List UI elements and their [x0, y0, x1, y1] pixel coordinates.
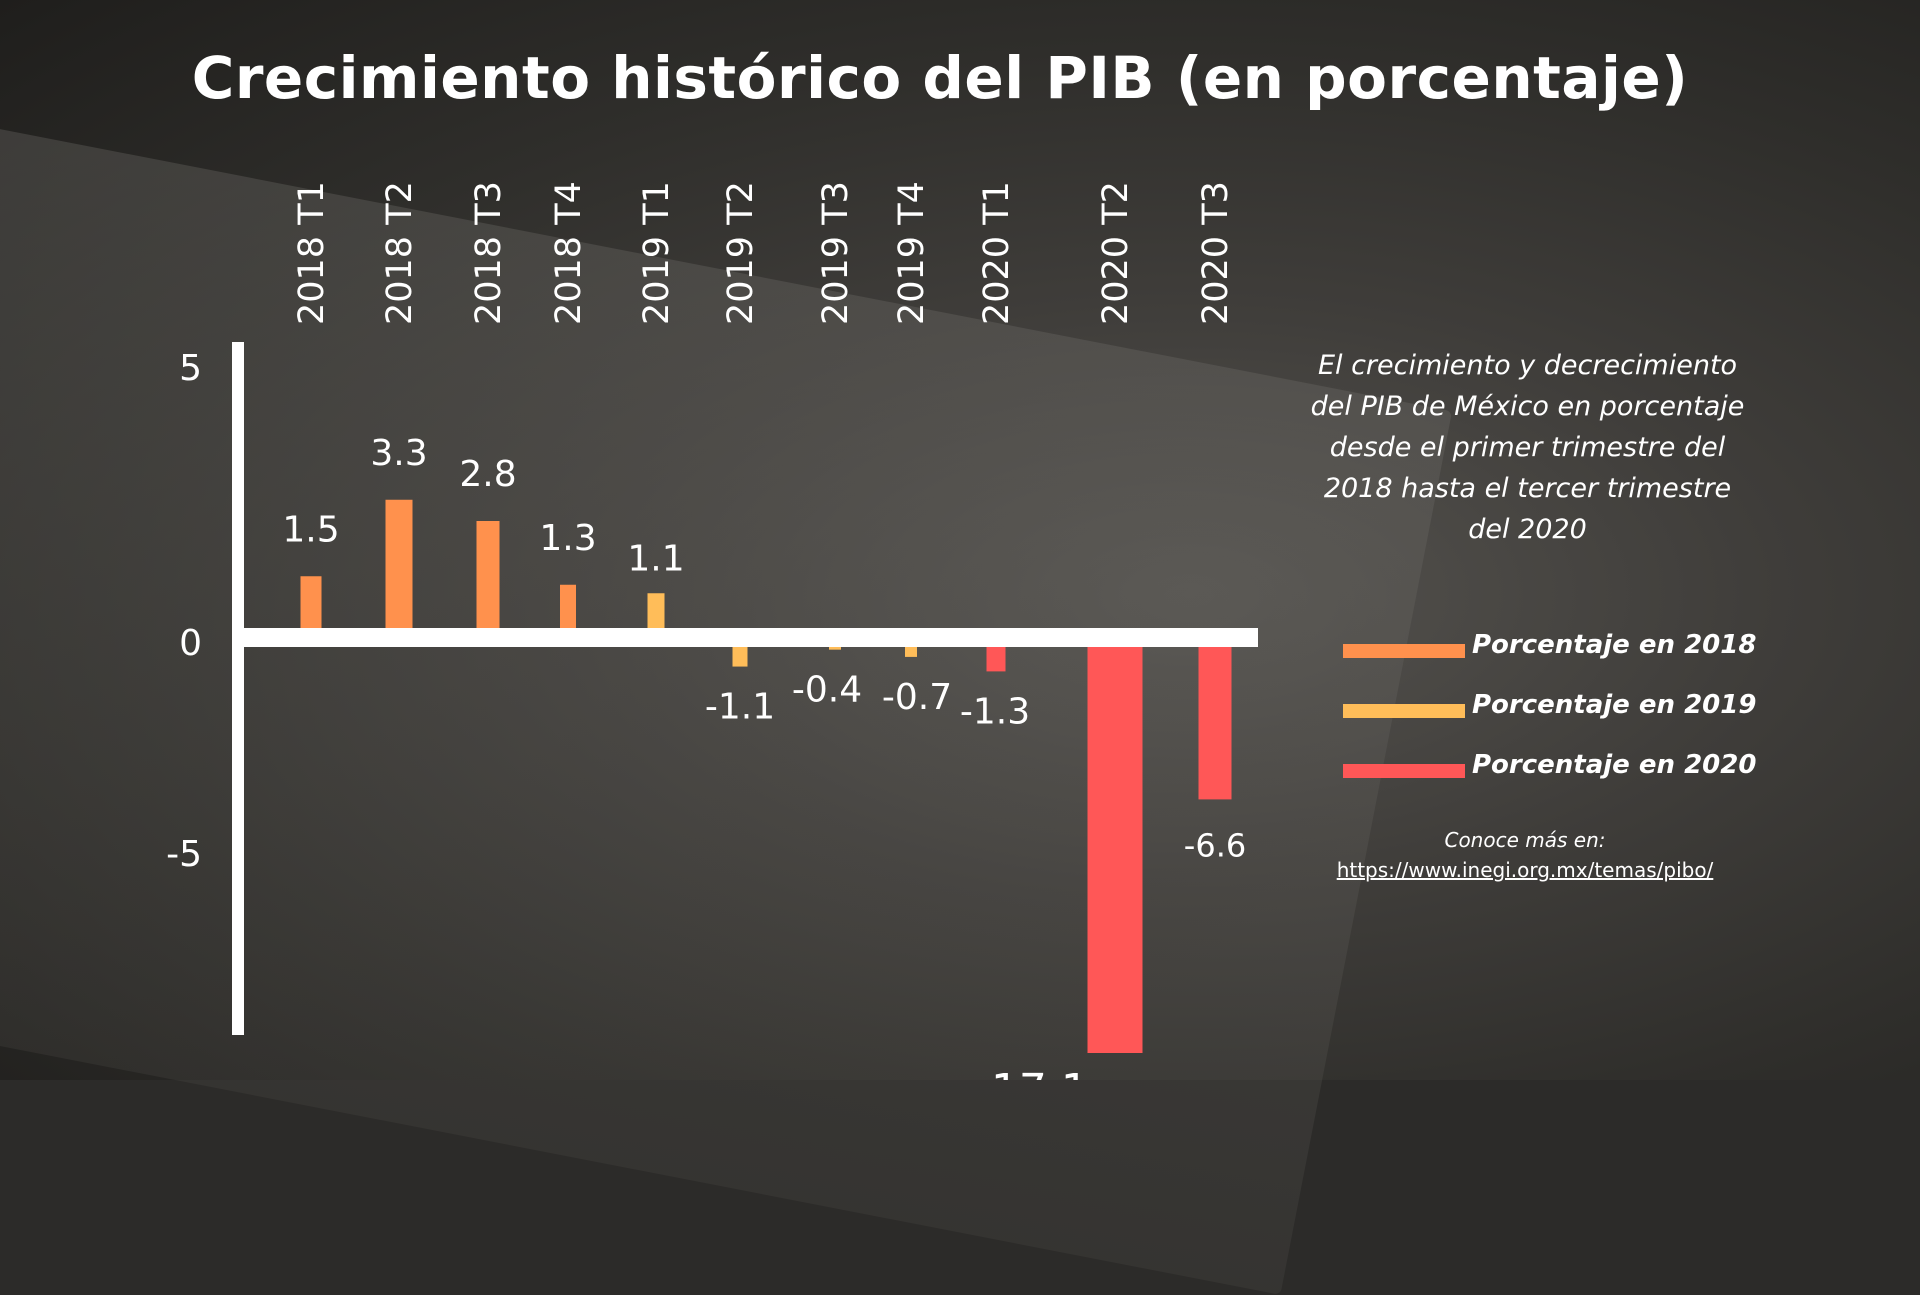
bar [986, 640, 1006, 672]
data-label: 1.1 [627, 538, 684, 579]
data-label: 1.3 [539, 518, 596, 559]
category-label: 2019 T4 [892, 181, 932, 325]
category-label: 2018 T1 [292, 181, 332, 325]
legend-swatch-2020 [1343, 764, 1465, 778]
zero-baseline [238, 628, 1258, 647]
y-tick-label: 5 [179, 348, 202, 389]
category-label: 2020 T3 [1196, 181, 1236, 325]
source-note: Conoce más en: https://www.inegi.org.mx/… [1315, 825, 1735, 885]
legend-label-2020: Porcentaje en 2020 [1472, 750, 1757, 780]
bar [385, 499, 413, 640]
legend-swatch-2018 [1343, 644, 1465, 658]
y-axis-line [232, 342, 244, 1035]
data-label: -1.3 [960, 691, 1030, 732]
category-label: 2020 T1 [977, 181, 1017, 325]
data-label: -1.1 [705, 687, 775, 728]
chart-description: El crecimiento y decrecimiento del PIB d… [1310, 350, 1745, 545]
y-tick-label: -5 [166, 834, 202, 875]
category-label: 2020 T2 [1096, 181, 1136, 325]
category-label: 2019 T1 [637, 181, 677, 325]
data-label: 2.8 [459, 454, 516, 495]
chart-title: Crecimiento histórico del PIB (en porcen… [191, 44, 1689, 112]
category-label: 2019 T3 [816, 181, 856, 325]
category-label: 2019 T2 [721, 181, 761, 325]
legend-label-2018: Porcentaje en 2018 [1472, 630, 1757, 660]
category-label: 2018 T4 [549, 181, 589, 325]
data-label: 3.3 [370, 433, 427, 474]
bar [1198, 640, 1232, 800]
data-label: -6.6 [1184, 826, 1246, 864]
legend-label-2019: Porcentaje en 2019 [1472, 690, 1757, 720]
source-label: Conoce más en: [1444, 828, 1606, 852]
category-label: 2018 T2 [380, 181, 420, 325]
data-label: -0.4 [792, 670, 862, 711]
y-tick-label: 0 [179, 623, 202, 664]
bar [560, 584, 576, 640]
source-link[interactable]: https://www.inegi.org.mx/temas/pibo/ [1336, 858, 1714, 882]
category-label: 2018 T3 [469, 181, 509, 325]
data-label: 1.5 [282, 509, 339, 550]
data-label: -0.7 [882, 677, 952, 718]
bar [476, 521, 500, 640]
legend-swatch-2019 [1343, 704, 1465, 718]
bar-chart: 5 0 -5 2018 T1 2018 T2 2018 T3 2018 T4 2019 T1 2… [166, 181, 1258, 1080]
bar [1087, 640, 1143, 1053]
background-photo [0, 0, 1920, 1080]
data-label: -17.1 [975, 1065, 1089, 1080]
bar [300, 576, 322, 640]
